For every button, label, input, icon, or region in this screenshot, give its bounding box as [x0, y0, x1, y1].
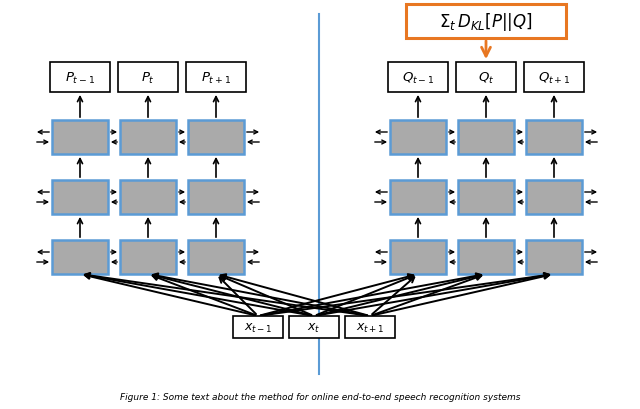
Bar: [50, 63, 110, 93]
Text: $Q_t$: $Q_t$: [478, 70, 494, 85]
Bar: [524, 63, 584, 93]
Bar: [345, 316, 395, 338]
Text: $x_t$: $x_t$: [307, 321, 321, 334]
Bar: [120, 240, 176, 274]
Text: $x_{t-1}$: $x_{t-1}$: [244, 321, 272, 334]
Bar: [233, 316, 283, 338]
Bar: [118, 63, 178, 93]
Text: $x_{t+1}$: $x_{t+1}$: [356, 321, 384, 334]
Text: $P_{t-1}$: $P_{t-1}$: [65, 70, 95, 85]
Bar: [188, 180, 244, 214]
Bar: [406, 5, 566, 39]
Bar: [456, 63, 516, 93]
Text: $Q_{t-1}$: $Q_{t-1}$: [402, 70, 434, 85]
Bar: [52, 240, 108, 274]
Bar: [388, 63, 448, 93]
Bar: [52, 121, 108, 155]
Bar: [188, 240, 244, 274]
Text: Figure 1: Some text about the method for online end-to-end speech recognition sy: Figure 1: Some text about the method for…: [120, 393, 520, 402]
Bar: [458, 121, 514, 155]
Bar: [390, 121, 446, 155]
Bar: [120, 180, 176, 214]
Text: $P_t$: $P_t$: [141, 70, 155, 85]
Bar: [188, 121, 244, 155]
Bar: [186, 63, 246, 93]
Bar: [289, 316, 339, 338]
Bar: [52, 180, 108, 214]
Bar: [390, 240, 446, 274]
Bar: [120, 121, 176, 155]
Bar: [526, 240, 582, 274]
Text: $P_{t+1}$: $P_{t+1}$: [201, 70, 231, 85]
Text: $\Sigma_t\, D_{KL}[P||Q]$: $\Sigma_t\, D_{KL}[P||Q]$: [439, 11, 533, 33]
Bar: [458, 180, 514, 214]
Bar: [458, 240, 514, 274]
Bar: [390, 180, 446, 214]
Text: $Q_{t+1}$: $Q_{t+1}$: [538, 70, 570, 85]
Bar: [526, 180, 582, 214]
Bar: [526, 121, 582, 155]
